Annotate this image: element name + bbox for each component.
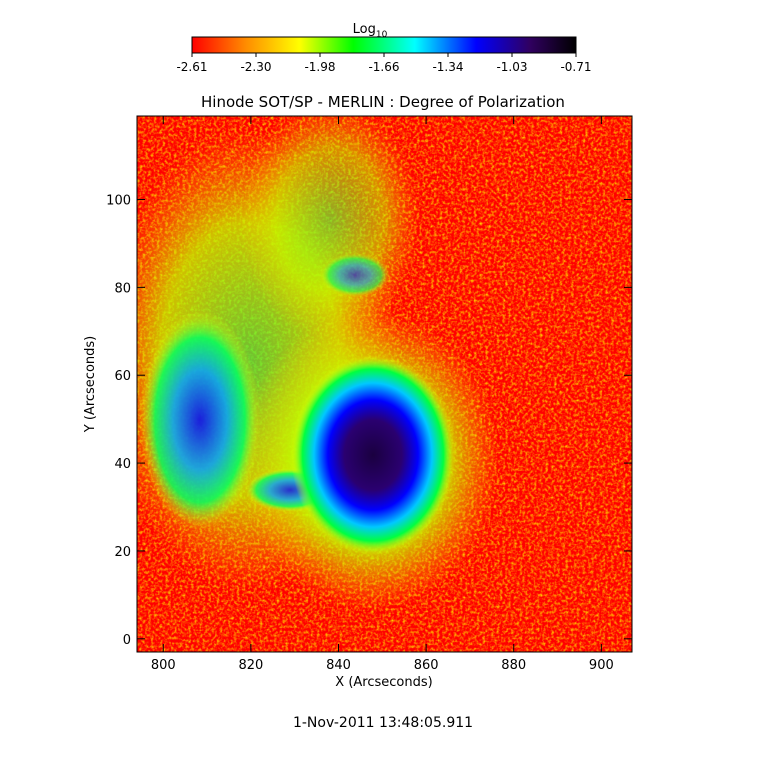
colorbar-tick-label: -2.61 [176, 60, 207, 74]
x-tick-label: 840 [326, 658, 351, 673]
x-tick-label: 900 [589, 658, 614, 673]
colorbar-gradient [191, 36, 577, 54]
x-tick-label: 800 [151, 658, 176, 673]
plage-region [140, 310, 260, 530]
colorbar-tick-label: -2.30 [240, 60, 271, 74]
x-tick-label: 820 [238, 658, 263, 673]
heatmap-image [137, 116, 632, 652]
sunspot [291, 355, 455, 555]
y-tick-label: 0 [123, 633, 131, 648]
colorbar-tick-label: -1.66 [368, 60, 399, 74]
timestamp: 1-Nov-2011 13:48:05.911 [293, 715, 473, 731]
y-axis-label: Y (Arcseconds) [83, 336, 98, 433]
y-tick-label: 20 [114, 545, 131, 560]
y-tick-label: 40 [114, 457, 131, 472]
plot-frame [136, 115, 633, 653]
y-axis: 0 20 40 60 80 100 [106, 193, 632, 648]
x-tick-label: 860 [414, 658, 439, 673]
y-tick-label: 80 [114, 281, 131, 296]
y-tick-label: 100 [106, 193, 131, 208]
colorbar-ticks: -2.61 -2.30 -1.98 -1.66 -1.34 -1.03 -0.71 [176, 53, 592, 74]
x-axis: 800 820 840 860 880 900 [151, 116, 614, 673]
chart-title: Hinode SOT/SP - MERLIN : Degree of Polar… [201, 93, 565, 111]
colorbar-label: Log10 [353, 22, 388, 40]
x-tick-label: 880 [501, 658, 526, 673]
colorbar-tick-label: -1.03 [496, 60, 527, 74]
x-axis-label: X (Arcseconds) [335, 675, 432, 690]
colorbar: Log10 -2.61 -2.30 -1.98 -1.66 -1.34 -1.03 -0.7… [176, 22, 591, 74]
colorbar-tick-label: -1.34 [432, 60, 463, 74]
colorbar-tick-label: -1.98 [304, 60, 335, 74]
y-tick-label: 60 [114, 369, 131, 384]
colorbar-tick-label: -0.71 [560, 60, 591, 74]
